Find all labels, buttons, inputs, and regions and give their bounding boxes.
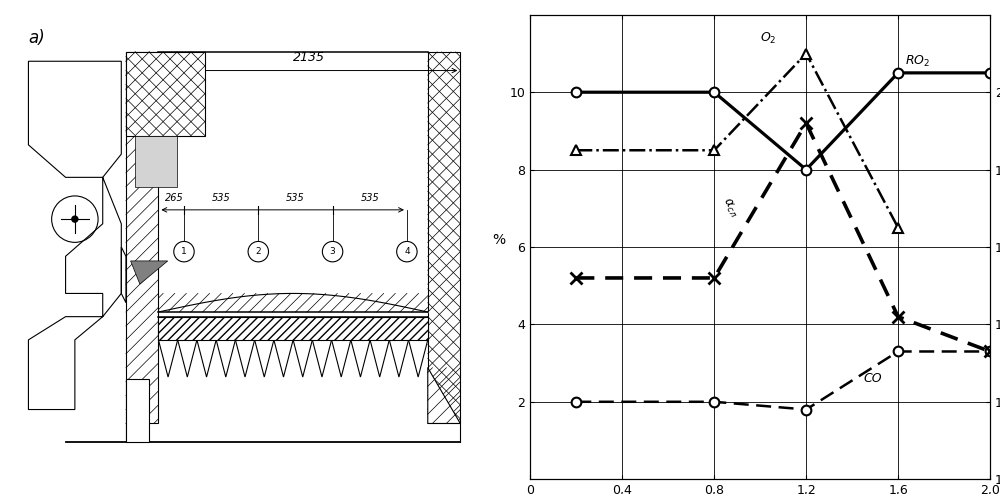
Polygon shape <box>409 340 428 377</box>
Text: 3: 3 <box>330 247 335 256</box>
Y-axis label: %: % <box>492 233 505 247</box>
Polygon shape <box>197 340 216 377</box>
Text: 2: 2 <box>255 247 261 256</box>
Bar <box>126 52 158 423</box>
Circle shape <box>322 242 343 262</box>
Circle shape <box>248 242 269 262</box>
Circle shape <box>397 242 417 262</box>
Polygon shape <box>351 340 370 377</box>
Polygon shape <box>370 340 389 377</box>
Bar <box>126 379 149 442</box>
Polygon shape <box>235 340 255 377</box>
Polygon shape <box>131 261 168 284</box>
Polygon shape <box>158 340 178 377</box>
Polygon shape <box>121 247 126 303</box>
Text: 265: 265 <box>165 193 184 203</box>
Bar <box>126 52 205 135</box>
Polygon shape <box>312 340 332 377</box>
Text: $O_2$: $O_2$ <box>760 31 777 46</box>
Polygon shape <box>293 340 312 377</box>
Bar <box>135 135 177 187</box>
Text: а): а) <box>28 29 45 47</box>
Polygon shape <box>428 368 460 423</box>
Text: 535: 535 <box>286 193 305 203</box>
Bar <box>428 52 460 423</box>
Circle shape <box>174 242 194 262</box>
Text: CO: CO <box>864 372 882 385</box>
Polygon shape <box>255 340 274 377</box>
Polygon shape <box>332 340 351 377</box>
Text: 535: 535 <box>360 193 379 203</box>
Text: $RO_2$: $RO_2$ <box>905 54 930 69</box>
Text: 535: 535 <box>212 193 231 203</box>
Text: 2135: 2135 <box>293 50 325 64</box>
Text: 4: 4 <box>404 247 410 256</box>
Text: 1: 1 <box>181 247 187 256</box>
Bar <box>158 317 428 340</box>
Polygon shape <box>216 340 235 377</box>
Polygon shape <box>178 340 197 377</box>
Circle shape <box>71 215 79 223</box>
Polygon shape <box>389 340 409 377</box>
Text: $\alpha_{сл}$: $\alpha_{сл}$ <box>719 196 740 220</box>
Polygon shape <box>274 340 293 377</box>
